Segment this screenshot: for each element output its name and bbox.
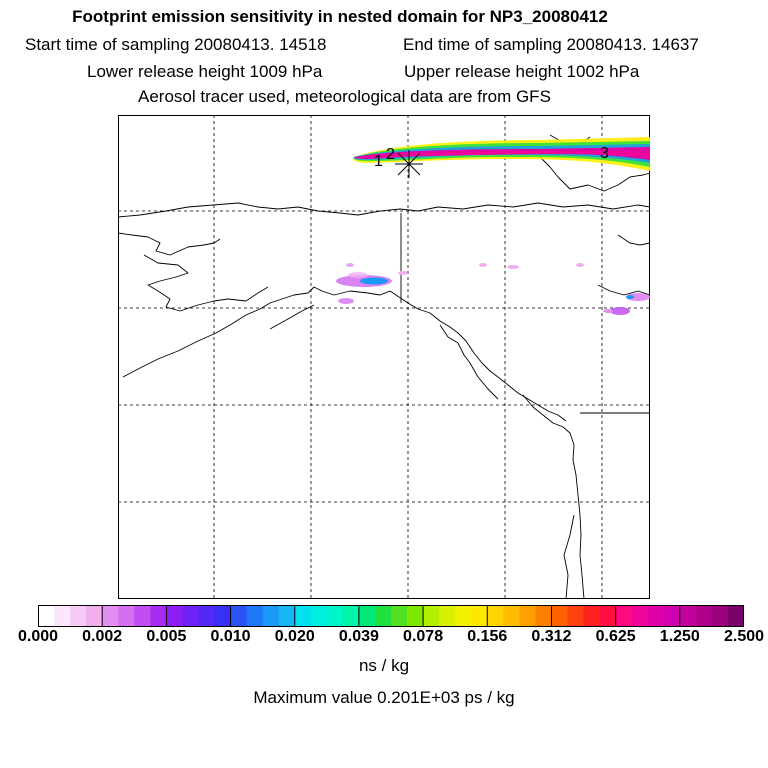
colorbar-tick-label: 2.500 — [723, 628, 765, 645]
coastlines — [118, 134, 650, 599]
colorbar-swatch — [503, 605, 520, 627]
colorbar-swatch — [727, 605, 744, 627]
western-coast — [143, 254, 269, 312]
colorbar-swatch — [294, 605, 312, 627]
colorbar-swatch — [471, 605, 488, 627]
colorbar-swatch — [519, 605, 536, 627]
tracer-info-label: Aerosol tracer used, meteorological data… — [138, 87, 551, 106]
colorbar-swatch — [599, 605, 617, 627]
colorbar-swatch — [262, 605, 280, 627]
plume-core-dark — [368, 151, 650, 158]
seward-coast — [118, 232, 221, 256]
colorbar-swatch — [647, 605, 665, 627]
colorbar-tick-label: 0.312 — [531, 628, 572, 645]
colorbar-swatch — [54, 605, 71, 627]
colorbar-tick-label: 0.039 — [338, 628, 379, 645]
state-border — [563, 514, 575, 599]
colorbar-swatch — [631, 605, 649, 627]
arctic-coast — [118, 202, 650, 218]
colorbar-tick-label: 0.005 — [146, 628, 187, 645]
colorbar-swatch — [166, 605, 183, 627]
upper-release-label: Upper release height 1002 hPa — [404, 62, 640, 81]
colorbar-swatch — [679, 605, 697, 627]
colorbar-tick-label: 0.002 — [82, 628, 123, 645]
marker-1: 1 — [374, 153, 383, 170]
colorbar-swatch — [439, 605, 456, 627]
colorbar-swatch — [198, 605, 215, 627]
colorbar-swatch — [326, 605, 344, 627]
colorbar-swatch — [86, 605, 103, 627]
lake-shore — [617, 234, 650, 246]
start-time-label: Start time of sampling 20080413. 14518 — [25, 35, 327, 54]
colorbar-swatch — [455, 605, 472, 627]
colorbar-swatch — [487, 605, 504, 627]
colorbar-swatch — [663, 605, 681, 627]
plume-band — [352, 137, 650, 171]
colorbar-swatch — [711, 605, 729, 627]
marker-3: 3 — [600, 145, 609, 162]
colorbar-swatch — [615, 605, 633, 627]
end-time-label: End time of sampling 20080413. 14637 — [403, 35, 699, 54]
colorbar-tick-label: 0.625 — [595, 628, 636, 645]
colorbar-swatch — [150, 605, 167, 627]
colorbar-swatch — [374, 605, 392, 627]
colorbar-swatch — [535, 605, 552, 627]
colorbar-swatch — [567, 605, 585, 627]
lake-shore — [597, 284, 650, 296]
kodiak-shore — [269, 304, 315, 330]
colorbar — [38, 605, 744, 627]
colorbar-tick-label: 0.020 — [274, 628, 315, 645]
colorbar-swatch — [246, 605, 264, 627]
colorbar-swatch — [182, 605, 199, 627]
colorbar-swatch — [38, 605, 55, 627]
marker-2: 2 — [386, 146, 395, 163]
gulf-coast — [333, 290, 567, 422]
colorbar-swatch — [278, 605, 296, 627]
colorbar-units: ns / kg — [358, 656, 410, 675]
colorbar-tick-label: 0.078 — [403, 628, 444, 645]
colorbar-swatch — [310, 605, 328, 627]
colorbar-swatch — [391, 605, 408, 627]
plume-core — [354, 147, 650, 160]
colorbar-swatch — [342, 605, 360, 627]
colorbar-swatch — [214, 605, 232, 627]
map-frame — [118, 115, 650, 599]
footprint-map: 1 2 3 — [118, 115, 650, 599]
colorbar-swatch — [423, 605, 440, 627]
colorbar-swatch — [118, 605, 135, 627]
colorbar-swatch — [358, 605, 376, 627]
max-value-label: Maximum value 0.201E+03 ps / kg — [253, 688, 515, 707]
colorbar-swatch — [583, 605, 601, 627]
colorbar-swatch — [695, 605, 713, 627]
colorbar-swatch — [70, 605, 87, 627]
colorbar-swatches — [38, 605, 744, 627]
lower-release-label: Lower release height 1009 hPa — [87, 62, 323, 81]
arctic-islands — [537, 154, 650, 192]
colorbar-tick-lines — [38, 605, 744, 627]
release-point-marker — [395, 150, 423, 178]
colorbar-tick-label: 1.250 — [659, 628, 700, 645]
colorbar-tick-label: 0.000 — [17, 628, 59, 645]
chart-title: Footprint emission sensitivity in nested… — [72, 7, 608, 26]
alaska-peninsula — [122, 286, 335, 378]
colorbar-swatch — [230, 605, 248, 627]
colorbar-swatch — [134, 605, 151, 627]
plume-blobs — [336, 263, 650, 315]
colorbar-swatch — [551, 605, 568, 627]
colorbar-swatch — [102, 605, 119, 627]
colorbar-swatch — [407, 605, 424, 627]
colorbar-tick-label: 0.156 — [467, 628, 508, 645]
pacific-northwest-coast — [522, 394, 585, 599]
colorbar-tick-label: 0.010 — [210, 628, 251, 645]
panhandle-islands — [439, 324, 499, 400]
